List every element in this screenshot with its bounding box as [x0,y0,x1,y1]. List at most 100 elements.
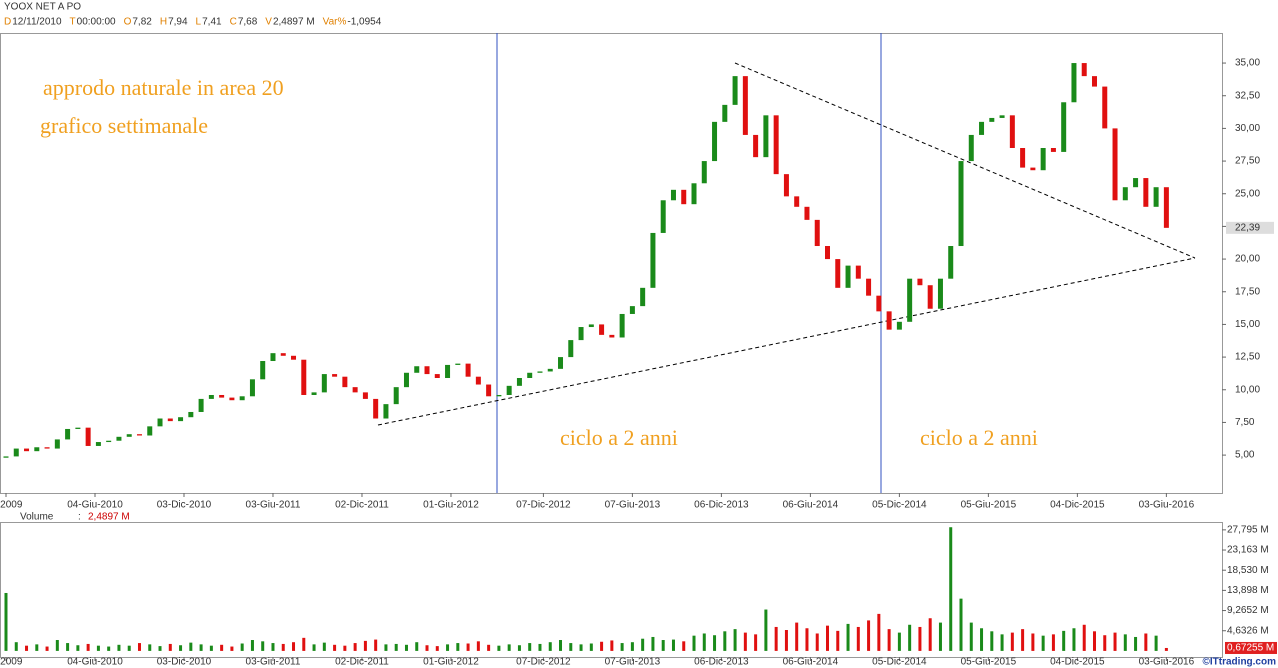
candle-body [1153,187,1159,207]
volume-bar [127,645,131,651]
candle-body [260,361,266,380]
volume-y-tick-label: 27,795 M [1227,525,1269,536]
candle-body [44,447,50,449]
candle-body [229,397,235,401]
volume-bar [1021,629,1025,651]
volume-bar [990,631,994,651]
candle-body [999,115,1005,118]
info-value: 2,4897 M [273,17,315,28]
info-key: L [196,17,202,28]
support-trendline [377,257,1196,426]
candle-body [393,387,399,405]
candle-body [178,417,184,422]
info-key: D [4,17,11,28]
volume-bar [980,628,984,651]
volume-bar [353,643,357,651]
candle-body [1050,148,1056,152]
volume-y-tick-label: 18,530 M [1227,565,1269,576]
candle-body [804,206,810,220]
x-tick-label: 06-Giu-2014 [783,500,839,511]
x-tick-label: 06-Dic-2013 [694,657,749,668]
volume-bar [66,643,70,651]
candle-body [609,334,615,338]
volume-bar [1062,630,1066,651]
candle-body [455,363,461,365]
x-tick-label: 03-Dic-2010 [157,500,212,511]
y-tick-label: 27,50 [1235,156,1260,167]
candle-body [291,355,297,360]
symbol: YOOX NET A PO [4,2,81,13]
volume-bar [1010,632,1014,651]
volume-bar [1144,633,1148,651]
volume-bar [271,643,275,651]
volume-bar [1113,632,1117,651]
candle-body [578,327,584,341]
volume-bar [1164,647,1168,651]
watermark: ©ITtrading.com [1203,657,1277,668]
annotation: ciclo a 2 anni [560,425,678,450]
y-tick-label: 17,50 [1235,286,1260,297]
volume-bar [764,609,768,651]
volume-bar [938,622,942,651]
volume-bar [107,646,111,651]
volume-bar [497,645,501,651]
y-tick-label: 15,00 [1235,319,1260,330]
candle-body [1009,115,1015,148]
volume-bar [456,643,460,651]
candle-body [85,427,91,446]
info-value: 12/11/2010 [12,17,62,28]
volume-bar [179,645,183,651]
price-panel [0,33,1223,494]
candle-body [373,398,379,419]
x-tick-label: 06-Dic-2013 [694,500,749,511]
last-volume-label: 0,67255 M [1227,643,1274,654]
volume-bar [969,622,973,651]
volume-bar [25,645,29,651]
candle-body [270,353,276,362]
info-key: H [160,17,167,28]
volume-bar [1082,624,1086,651]
last-price-box [1226,221,1274,234]
volume-bar [45,646,49,651]
x-tick-label: 01-Giu-2012 [423,500,479,511]
resistance-trendline [734,62,1196,259]
candle-body [434,374,440,378]
candle-body [3,456,9,458]
volume-bar [209,645,213,651]
candle-body [558,357,564,369]
last-price-label: 22,39 [1235,222,1260,233]
candle-body [948,246,954,279]
volume-y-tick-label: 4,6326 M [1227,625,1269,636]
volume-bar [1092,631,1096,651]
volume-bar [723,631,727,651]
candle-body [342,376,348,388]
volume-bar [230,646,234,651]
x-tick-label: 05-Dic-2014 [872,657,927,668]
volume-separator: : [78,512,81,523]
volume-bar [507,644,511,651]
volume-bar [487,644,491,651]
y-tick-label: 25,00 [1235,188,1260,199]
candle-body [301,359,307,395]
candle-body [814,219,820,247]
candle-body [424,366,430,375]
candle-body [95,442,101,446]
candle-body [650,232,656,288]
volume-bar [1041,635,1045,651]
x-tick-label: ic-2009 [0,657,23,668]
volume-bar [856,626,860,651]
candle-body [198,398,204,412]
candle-body [937,278,943,309]
candle-body [547,368,553,372]
candle-body [588,324,594,328]
candle-body [1112,128,1118,201]
y-tick-label: 5,00 [1235,450,1255,461]
y-tick-label: 12,50 [1235,352,1260,363]
candle-body [136,434,142,436]
candle-body [701,161,707,184]
x-tick-label: 04-Giu-2010 [67,657,123,668]
candle-body [219,394,225,398]
y-tick-label: 35,00 [1235,58,1260,69]
candle-body [979,121,985,135]
